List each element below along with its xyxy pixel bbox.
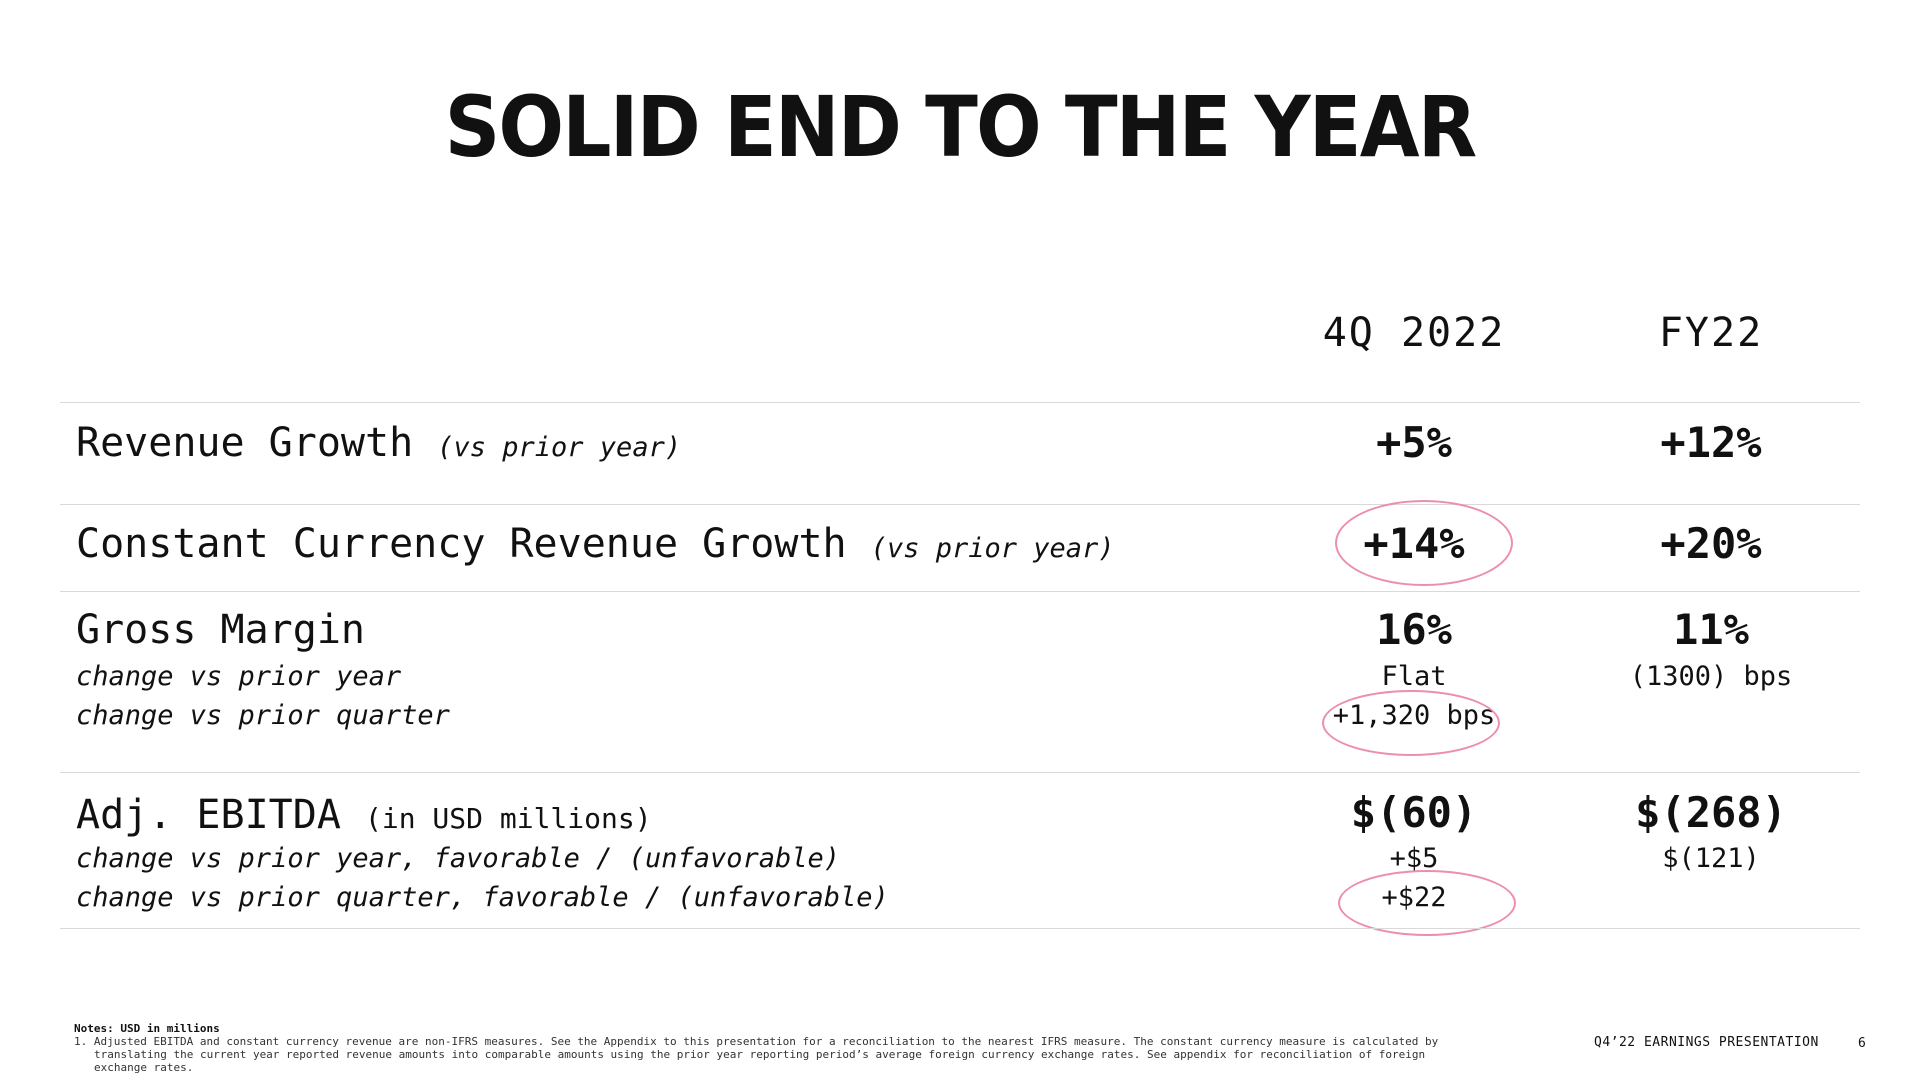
row-divider [60, 591, 1860, 592]
ebitda-4q-yoy: +$5 [1389, 843, 1439, 874]
gross-margin-label: Gross Margin [76, 607, 365, 653]
gross-margin-fy-yoy: (1300) bps [1629, 661, 1793, 692]
row-divider [60, 772, 1860, 773]
revenue-growth-aside: (vs prior year) [437, 432, 682, 463]
ebitda-sub-yoy: change vs prior year, favorable / (unfav… [76, 843, 841, 874]
gross-margin-4q-value: 16% [1376, 605, 1452, 654]
cc-revenue-growth-fy-value: +20% [1660, 519, 1762, 568]
column-header-fy22: FY22 [1658, 310, 1764, 356]
ebitda-4q-value: $(60) [1350, 788, 1478, 837]
gross-margin-4q-yoy: Flat [1381, 661, 1447, 692]
ebitda-fy-yoy: $(121) [1662, 843, 1760, 874]
row-divider [60, 504, 1860, 505]
slide-title: SOLID END TO THE YEAR [444, 78, 1478, 176]
revenue-growth-title: Revenue Growth [76, 420, 414, 466]
highlight-circle [1322, 690, 1500, 756]
notes-heading: Notes: USD in millions [74, 1022, 220, 1035]
ebitda-title: Adj. EBITDA [76, 792, 341, 838]
highlight-circle [1335, 500, 1513, 586]
gross-margin-sub-qoq: change vs prior quarter [76, 700, 450, 731]
footer-label: Q4’22 EARNINGS PRESENTATION [1594, 1035, 1819, 1050]
ebitda-label: Adj. EBITDA (in USD millions) [76, 792, 652, 838]
gross-margin-sub-yoy: change vs prior year [76, 661, 402, 692]
cc-revenue-growth-label: Constant Currency Revenue Growth (vs pri… [76, 521, 1115, 567]
footnotes: Notes: USD in millions 1. Adjusted EBITD… [74, 1022, 1454, 1074]
revenue-growth-4q-value: +5% [1376, 418, 1452, 467]
cc-revenue-growth-title: Constant Currency Revenue Growth [76, 521, 847, 567]
gross-margin-fy-value: 11% [1673, 605, 1749, 654]
page-number: 6 [1858, 1036, 1866, 1051]
highlight-circle [1338, 870, 1516, 936]
notes-item: 1. Adjusted EBITDA and constant currency… [74, 1035, 1439, 1074]
ebitda-fy-value: $(268) [1635, 788, 1787, 837]
ebitda-aside: (in USD millions) [365, 802, 652, 835]
row-divider [60, 402, 1860, 403]
revenue-growth-label: Revenue Growth (vs prior year) [76, 420, 681, 466]
row-divider [60, 928, 1860, 929]
revenue-growth-fy-value: +12% [1660, 418, 1762, 467]
ebitda-sub-qoq: change vs prior quarter, favorable / (un… [76, 882, 889, 913]
cc-revenue-growth-aside: (vs prior year) [870, 533, 1115, 564]
column-header-4q-2022: 4Q 2022 [1322, 310, 1506, 356]
